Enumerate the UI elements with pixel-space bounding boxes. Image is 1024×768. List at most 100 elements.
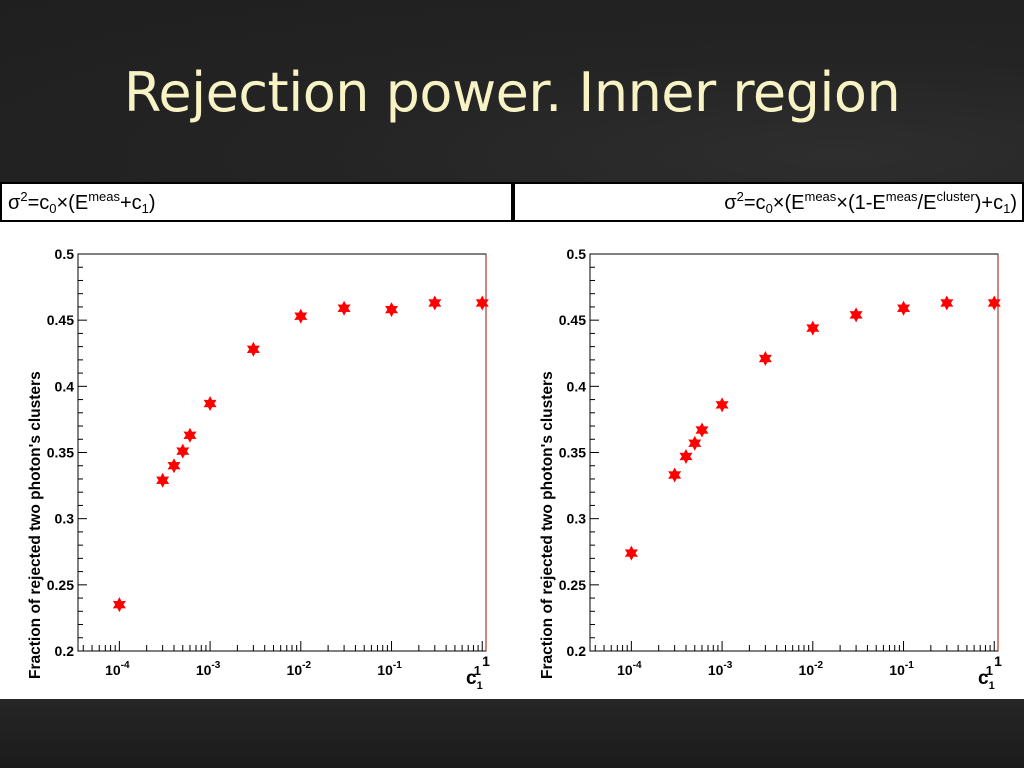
y-tick-label: 0.5 <box>55 246 75 262</box>
data-point <box>940 295 954 311</box>
data-point <box>695 422 709 438</box>
x-axis-label: c1 1 <box>978 664 995 692</box>
x-axis-label-sub: 1 <box>988 680 995 692</box>
x-tick-label: 10-3 <box>708 660 733 678</box>
x-axis-label-c: c <box>466 668 477 689</box>
formula-right-meas2: meas <box>885 189 918 204</box>
chart-right-svg: 0.2 0.25 0.3 0.35 0.4 0.45 0.5 10-4 10-3 10-2 10-1… <box>559 246 1002 678</box>
x-tick-exponent: -4 <box>121 660 130 671</box>
y-axis-label: Fraction of rejected two photon's cluste… <box>539 371 556 679</box>
y-tick-label: 0.45 <box>47 312 74 328</box>
x-tick-exponent: -3 <box>211 660 220 671</box>
x-tick-exponent: -3 <box>723 660 732 671</box>
y-tick-label: 0.45 <box>559 312 586 328</box>
formula-right-cluster: cluster <box>936 189 975 204</box>
data-point <box>385 302 399 318</box>
footer-background <box>0 699 1024 768</box>
data-point <box>715 397 729 413</box>
y-tick-label: 0.35 <box>47 445 74 461</box>
chart-left-svg: 0.2 0.25 0.3 0.35 0.4 0.45 0.5 10-4 10-3 10-2 10-1… <box>47 246 490 678</box>
title-background <box>0 0 1024 182</box>
formula-left: σ2=c0×(Emeas+c1) <box>0 182 513 222</box>
formula-left-square: 2 <box>20 189 28 204</box>
x-tick-label: 10-4 <box>617 660 642 678</box>
data-point <box>156 472 170 488</box>
plot-frame <box>589 253 999 652</box>
formula-right-square: 2 <box>736 189 744 204</box>
x-tick-label-last: 1 <box>482 653 490 669</box>
x-tick-label-last: 1 <box>994 653 1002 669</box>
data-point <box>668 467 682 483</box>
formula-right-slash: /E <box>917 192 937 214</box>
formula-right-sigma: σ <box>724 192 737 214</box>
data-point <box>176 443 190 459</box>
plot-right: 0.2 0.25 0.3 0.35 0.4 0.45 0.5 10-4 10-3 10-2 10-1… <box>512 242 1024 699</box>
data-point <box>849 307 863 323</box>
x-tick-exponent: -2 <box>814 660 823 671</box>
formula-left-equals: =c <box>27 192 50 214</box>
formula-right-times: ×(E <box>772 192 805 214</box>
y-tick-label: 0.35 <box>559 445 586 461</box>
data-point <box>183 427 197 443</box>
x-tick-label: 10-2 <box>799 660 824 678</box>
formula-right-plus: )+c <box>974 192 1004 214</box>
data-point <box>475 295 489 311</box>
x-axis-label-sup: 1 <box>473 663 481 678</box>
x-tick-label: 10-1 <box>889 660 914 678</box>
formula-left-plus: +c <box>119 192 142 214</box>
slide-title: Rejection power. Inner region <box>123 61 901 124</box>
data-point <box>246 341 260 357</box>
formula-left-meas: meas <box>88 189 120 204</box>
y-tick-label: 0.2 <box>567 643 587 659</box>
data-point <box>897 300 911 316</box>
formula-left-sub1: 1 <box>141 201 149 216</box>
x-tick-exponent: -1 <box>393 660 402 671</box>
formula-left-close: ) <box>148 192 156 214</box>
slide-content: σ2=c0×(Emeas+c1) σ2=c0×(Emeas×(1-Emeas/E… <box>0 182 1024 699</box>
y-tick-label: 0.4 <box>55 378 75 394</box>
data-point <box>428 295 442 311</box>
data-point <box>806 320 820 336</box>
formula-right-mid: ×(1-E <box>836 192 886 214</box>
data-point <box>679 448 693 464</box>
y-tick-label: 0.25 <box>559 577 586 593</box>
y-axis-label: Fraction of rejected two photon's cluste… <box>27 371 44 679</box>
data-point <box>294 308 308 324</box>
x-axis-label-c: c <box>978 668 989 689</box>
plot-frame <box>77 253 487 652</box>
data-point <box>203 396 217 412</box>
x-axis-label-sup: 1 <box>985 663 993 678</box>
formula-right-equals: =c <box>743 192 766 214</box>
y-tick-label: 0.4 <box>567 378 587 394</box>
data-point <box>337 300 351 316</box>
formula-right: σ2=c0×(Emeas×(1-Emeas/Ecluster)+c1) <box>513 182 1024 222</box>
x-tick-label: 10-4 <box>105 660 130 678</box>
y-tick-label: 0.3 <box>567 511 587 527</box>
formula-right-sub0: 0 <box>765 201 773 216</box>
data-point <box>167 458 181 474</box>
y-tick-label: 0.25 <box>47 577 74 593</box>
x-axis-label: c1 1 <box>466 664 483 692</box>
data-point <box>688 435 702 451</box>
formula-left-sub0: 0 <box>49 201 57 216</box>
data-point <box>987 295 1001 311</box>
x-tick-exponent: -1 <box>905 660 914 671</box>
formula-right-sub1: 1 <box>1003 201 1011 216</box>
x-axis-label-sub: 1 <box>476 680 483 692</box>
formula-left-sigma: σ <box>8 192 21 214</box>
x-tick-exponent: -2 <box>302 660 311 671</box>
x-tick-exponent: -4 <box>633 660 642 671</box>
data-point <box>112 597 126 613</box>
y-tick-label: 0.3 <box>55 511 75 527</box>
data-point <box>758 351 772 367</box>
y-tick-label: 0.2 <box>55 643 75 659</box>
x-tick-label: 10-3 <box>196 660 221 678</box>
x-tick-label: 10-2 <box>287 660 312 678</box>
data-point <box>624 545 638 561</box>
formula-left-times: ×(E <box>56 192 89 214</box>
formula-right-meas: meas <box>804 189 837 204</box>
y-tick-label: 0.5 <box>567 246 587 262</box>
formula-right-close: ) <box>1010 192 1017 214</box>
plot-left: 0.2 0.25 0.3 0.35 0.4 0.45 0.5 10-4 10-3 10-2 10-1… <box>0 242 512 699</box>
x-tick-label: 10-1 <box>377 660 402 678</box>
